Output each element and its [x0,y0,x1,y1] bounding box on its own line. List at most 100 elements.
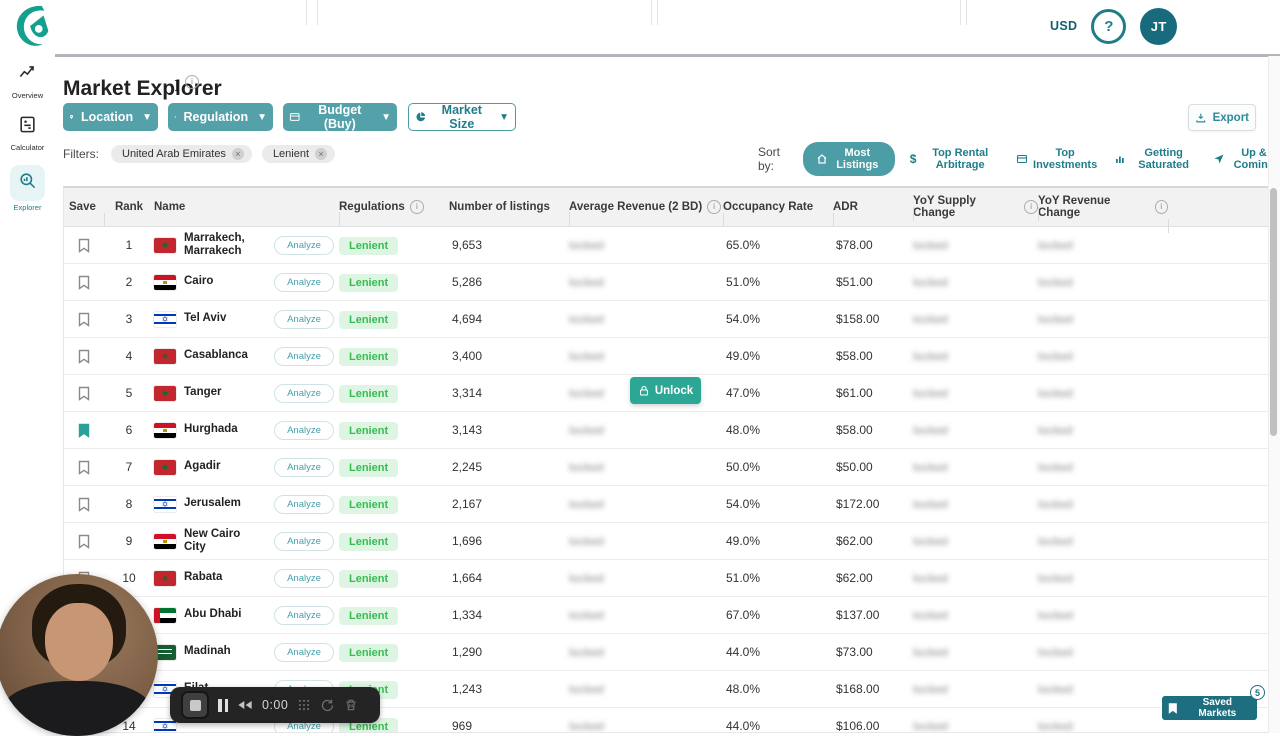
occupancy-value: 54.0% [726,312,761,326]
sort-option-getting-saturated[interactable]: Getting Saturated [1112,142,1198,176]
currency-selector[interactable]: USD [1050,19,1078,33]
locked-revenue-change-value: locked [1038,684,1073,696]
locked-revenue-value: locked [569,573,604,585]
locked-revenue-value: locked [569,684,604,696]
regulation-badge: Lenient [339,533,399,551]
analyze-button[interactable]: Analyze [274,531,334,551]
table-row: 3 Tel Aviv Analyze Lenient 4,694 locked … [64,301,1268,338]
listings-value: 3,314 [452,386,483,400]
sort-option-most-listings[interactable]: Most Listings [802,142,895,176]
sort-option-up-coming[interactable]: Up & Coming [1211,142,1280,176]
chevron-down-icon: ▼ [142,111,152,123]
sidebar-item-calculator[interactable]: Calculator [11,113,44,152]
country-flag-icon [154,496,176,512]
pause-button[interactable] [218,698,228,712]
page-title: Market Explorer [63,77,222,101]
country-flag-icon [154,644,176,660]
export-button[interactable]: Export [1188,104,1256,131]
grid-dots-icon[interactable] [297,698,311,712]
locked-revenue-value: locked [569,277,604,289]
restart-icon[interactable] [320,698,335,713]
user-avatar[interactable]: JT [1140,7,1178,45]
lock-icon [639,385,648,396]
country-flag-icon [154,570,176,586]
bookmark-icon[interactable] [78,349,90,364]
analyze-button[interactable]: Analyze [274,272,334,292]
regulation-badge: Lenient [339,644,399,662]
locked-revenue-value: locked [569,536,604,548]
filter-chip[interactable]: Lenient × [261,145,336,163]
column-header-listings: Number of listings [449,201,550,213]
sort-option-top-rental-arbitrage[interactable]: $ Top Rental Arbitrage [908,142,1001,176]
analyze-button[interactable]: Analyze [274,568,334,588]
locked-revenue-change-value: locked [1038,425,1073,437]
analyze-button[interactable]: Analyze [274,235,334,255]
bookmark-icon[interactable] [78,312,90,327]
info-icon[interactable]: i [707,200,722,214]
saved-markets-button[interactable]: Saved Markets [1162,696,1257,720]
market-name: Agadir [184,460,221,473]
analyze-button[interactable]: Analyze [274,309,334,329]
remove-filter-icon[interactable]: × [315,148,328,160]
listings-value: 2,167 [452,497,483,511]
analyze-button[interactable]: Analyze [274,494,334,514]
market-size-filter-button[interactable]: Market Size ▼ [408,103,516,131]
analyze-button[interactable]: Analyze [274,346,334,366]
locked-revenue-change-value: locked [1038,647,1073,659]
scrollbar-thumb[interactable] [1270,188,1277,436]
bookmark-icon[interactable] [78,238,90,253]
country-flag-icon [154,385,176,401]
trash-icon[interactable] [344,698,358,712]
sidebar-item-label: Explorer [13,203,42,212]
analyze-button[interactable]: Analyze [274,457,334,477]
app-logo-icon[interactable] [10,2,56,50]
budget-filter-button[interactable]: Budget (Buy) ▼ [283,103,397,131]
locked-supply-value: locked [913,314,948,326]
rewind-icon[interactable] [237,697,253,713]
locked-revenue-value: locked [569,314,604,326]
bookmark-icon[interactable] [78,534,90,549]
bookmark-icon[interactable] [78,386,90,401]
regulation-filter-button[interactable]: Regulation ▼ [168,103,273,131]
analyze-button[interactable]: Analyze [274,642,334,662]
country-flag-icon [154,607,176,623]
locked-revenue-value: locked [569,425,604,437]
info-icon[interactable]: i [185,74,199,89]
unlock-button[interactable]: Unlock [630,377,701,404]
column-header-name: Name [154,201,186,213]
locked-revenue-change-value: locked [1038,499,1073,511]
column-header-yoy-supply: YoY Supply Change i [913,195,1038,221]
analyze-button[interactable]: Analyze [274,383,334,403]
adr-value: $78.00 [836,238,873,252]
location-filter-button[interactable]: Location ▼ [63,103,158,131]
info-icon[interactable]: i [1024,200,1038,214]
stop-button[interactable] [181,691,209,719]
analyze-button[interactable]: Analyze [274,420,334,440]
filter-chip[interactable]: United Arab Emirates × [111,145,252,163]
bookmark-icon[interactable] [78,497,90,512]
rank-value: 1 [125,238,133,252]
adr-value: $50.00 [836,460,873,474]
help-icon[interactable]: ? [1091,8,1127,44]
bookmark-icon[interactable] [78,423,90,438]
remove-filter-icon[interactable]: × [231,148,244,160]
market-name: Madinah [184,645,231,658]
occupancy-value: 44.0% [726,719,761,733]
analyze-button[interactable]: Analyze [274,605,334,625]
rank-value: 3 [125,312,133,326]
webcam-overlay[interactable] [0,574,158,736]
info-icon[interactable]: i [409,200,424,214]
bookmark-icon[interactable] [78,460,90,475]
sort-option-top-investments[interactable]: Top Investments [1014,142,1099,176]
table-row: 2 Cairo Analyze Lenient 5,286 locked 51.… [64,264,1268,301]
sidebar: Overview Calculator Explorer [0,55,55,212]
bookmark-icon[interactable] [78,275,90,290]
bookmark-icon [1168,702,1177,714]
sidebar-item-overview[interactable]: Overview [12,61,43,100]
adr-value: $58.00 [836,349,873,363]
divider [657,0,658,25]
locked-supply-value: locked [913,277,948,289]
sidebar-item-explorer[interactable]: Explorer [10,165,45,212]
info-icon[interactable]: i [1154,200,1168,214]
column-header-rank: Rank [104,201,154,227]
